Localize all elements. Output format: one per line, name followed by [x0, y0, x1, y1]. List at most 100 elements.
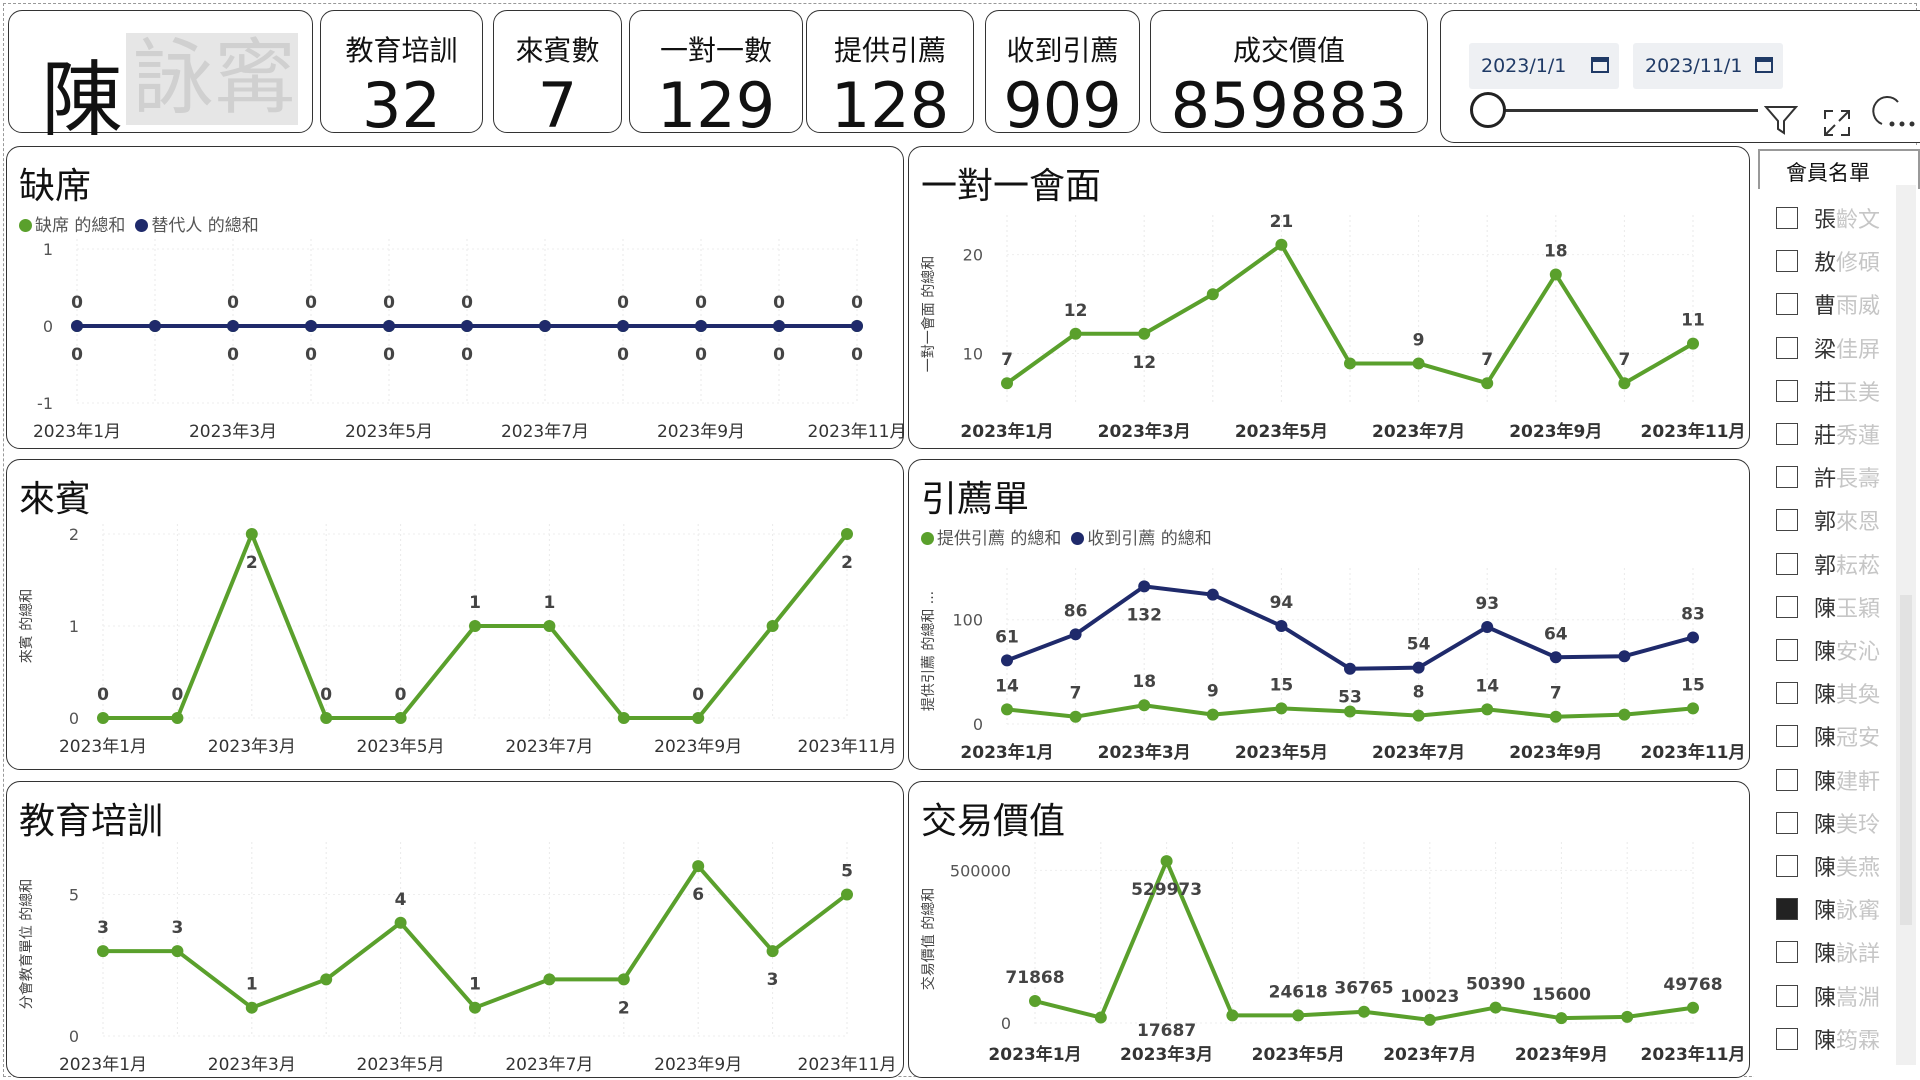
calendar-icon[interactable]	[1591, 57, 1609, 73]
data-point	[543, 973, 556, 986]
slicer-checkbox[interactable]	[1776, 250, 1798, 273]
data-point	[1206, 708, 1219, 721]
x-tick-label: 2023年1月	[988, 1044, 1081, 1065]
chart-title: 一對一會面	[921, 166, 1102, 207]
slicer-item-label: 陳建軒	[1814, 764, 1880, 796]
slicer-checkbox[interactable]	[1776, 639, 1798, 661]
legend-dot	[921, 532, 934, 545]
data-point	[766, 945, 779, 958]
slicer-item[interactable]: 陳冠安	[1776, 721, 1880, 751]
slicer-item-label: 陳安沁	[1814, 634, 1880, 666]
slicer-item[interactable]: 張齡文	[1776, 203, 1880, 233]
slicer-checkbox[interactable]	[1776, 941, 1798, 964]
slicer-checkbox[interactable]	[1776, 682, 1798, 705]
data-label: 64	[1544, 624, 1568, 644]
data-point	[320, 712, 333, 724]
slicer-checkbox[interactable]	[1776, 336, 1798, 359]
slicer-item-label-redacted: 美玲	[1836, 812, 1881, 838]
slicer-checkbox[interactable]	[1776, 466, 1798, 489]
slicer-item[interactable]: 陳詠詳	[1776, 937, 1880, 967]
data-label: 132	[1126, 605, 1162, 625]
slicer-item[interactable]: 陳美玲	[1776, 808, 1880, 838]
slicer-item[interactable]: 陳筠霖	[1776, 1024, 1880, 1054]
slicer-checkbox[interactable]	[1776, 1027, 1798, 1050]
data-point	[1160, 855, 1173, 868]
slicer-item-label-first: 陳	[1814, 942, 1837, 968]
slicer-checkbox[interactable]	[1776, 595, 1798, 618]
slicer-scrollbar-thumb[interactable]	[1900, 595, 1912, 925]
slicer-checkbox[interactable]	[1776, 509, 1798, 532]
y-tick-label: 10	[963, 345, 983, 364]
more-options-icon[interactable]	[1858, 94, 1918, 134]
slicer-checkbox[interactable]	[1776, 423, 1798, 445]
slicer-checkbox[interactable]	[1776, 379, 1798, 402]
x-tick-label: 2023年9月	[1509, 742, 1602, 763]
expand-icon[interactable]	[1822, 108, 1852, 138]
slicer-item[interactable]: 陳玉穎	[1776, 592, 1880, 622]
legend-item[interactable]: 收到引薦 的總和	[1071, 524, 1212, 549]
data-label: 0	[383, 293, 395, 313]
slicer-item[interactable]: 陳建軒	[1776, 765, 1880, 795]
data-label: 0	[227, 293, 239, 313]
data-point	[383, 320, 395, 332]
slicer-checkbox[interactable]	[1776, 725, 1798, 748]
slicer-item-label-redacted: 齡文	[1836, 208, 1881, 233]
slicer-item[interactable]: 陳安沁	[1776, 635, 1880, 665]
data-label: 0	[617, 345, 629, 365]
legend-item[interactable]: 缺席 的總和	[19, 211, 125, 236]
date-slider-track[interactable]	[1490, 109, 1758, 112]
x-tick-label: 2023年11月	[798, 1055, 897, 1075]
data-label: 53	[1338, 688, 1362, 708]
slicer-item[interactable]: 許長壽	[1776, 462, 1880, 492]
slicer-item[interactable]: 陳其奐	[1776, 678, 1880, 708]
slicer-item-label-redacted: 佳屏	[1836, 337, 1881, 363]
slicer-checkbox[interactable]	[1776, 811, 1798, 834]
chart-title: 缺席	[19, 166, 92, 207]
slicer-item[interactable]: 郭耘菘	[1776, 549, 1880, 579]
x-tick-label: 2023年11月	[1641, 421, 1746, 442]
chart-panel-guests: 來賓 2 1 0 來賓 的總和 2023年1月 2023年3月 2023年5月 2023年7月…	[6, 459, 904, 770]
slicer-item-label: 莊秀蓮	[1814, 418, 1880, 450]
data-label: 2	[841, 553, 853, 573]
slicer-checkbox[interactable]	[1776, 984, 1798, 1007]
start-date-input[interactable]: 2023/1/1	[1469, 43, 1619, 89]
slicer-item[interactable]: 陳嵩淵	[1776, 981, 1880, 1011]
slicer-focus-frame	[1758, 149, 1920, 189]
data-label: 2	[618, 998, 630, 1018]
slicer-item-label-first: 郭	[1814, 553, 1837, 579]
slicer-checkbox[interactable]	[1776, 855, 1798, 877]
slicer-item[interactable]: 莊秀蓮	[1776, 419, 1880, 449]
slicer-checkbox[interactable]	[1776, 207, 1798, 229]
filter-icon[interactable]	[1764, 104, 1798, 136]
data-point	[617, 320, 629, 332]
data-point	[1549, 268, 1562, 281]
slicer-checkbox[interactable]	[1776, 898, 1798, 921]
slicer-item-label: 陳其奐	[1814, 677, 1880, 709]
slicer-checkbox[interactable]	[1776, 768, 1798, 791]
data-label: 0	[617, 293, 629, 313]
slicer-item-label-redacted: 詠詳	[1836, 942, 1881, 968]
slicer-item[interactable]: 敖修碩	[1776, 246, 1880, 276]
kpi-card-training: 教育培訓 32	[320, 10, 483, 142]
legend-item[interactable]: 提供引薦 的總和	[921, 524, 1061, 549]
slicer-item[interactable]: 陳詠寗	[1776, 894, 1880, 924]
slicer-checkbox[interactable]	[1776, 293, 1798, 316]
data-label: 50390	[1466, 975, 1525, 995]
data-point	[1618, 650, 1631, 663]
data-point	[1275, 619, 1288, 632]
slicer-item[interactable]: 陳美燕	[1776, 851, 1880, 881]
chart-panel-referrals: 引薦單 提供引薦 的總和 收到引薦 的總和 100 0 提供引薦 的總和 ... 20…	[908, 459, 1750, 770]
slicer-item[interactable]: 曹雨威	[1776, 289, 1880, 319]
end-date-text: 2023/11/1	[1645, 55, 1743, 77]
date-slider-handle[interactable]	[1470, 92, 1506, 128]
slicer-checkbox[interactable]	[1776, 552, 1798, 575]
data-label: 1	[469, 593, 481, 613]
calendar-icon[interactable]	[1755, 57, 1773, 73]
end-date-input[interactable]: 2023/11/1	[1633, 43, 1783, 89]
legend-item[interactable]: 替代人 的總和	[135, 211, 259, 236]
data-point	[1138, 327, 1151, 340]
slicer-item[interactable]: 梁佳屏	[1776, 333, 1880, 363]
slicer-item[interactable]: 郭來恩	[1776, 505, 1880, 535]
y-tick-label: 5	[69, 885, 79, 904]
slicer-item[interactable]: 莊玉美	[1776, 376, 1880, 406]
